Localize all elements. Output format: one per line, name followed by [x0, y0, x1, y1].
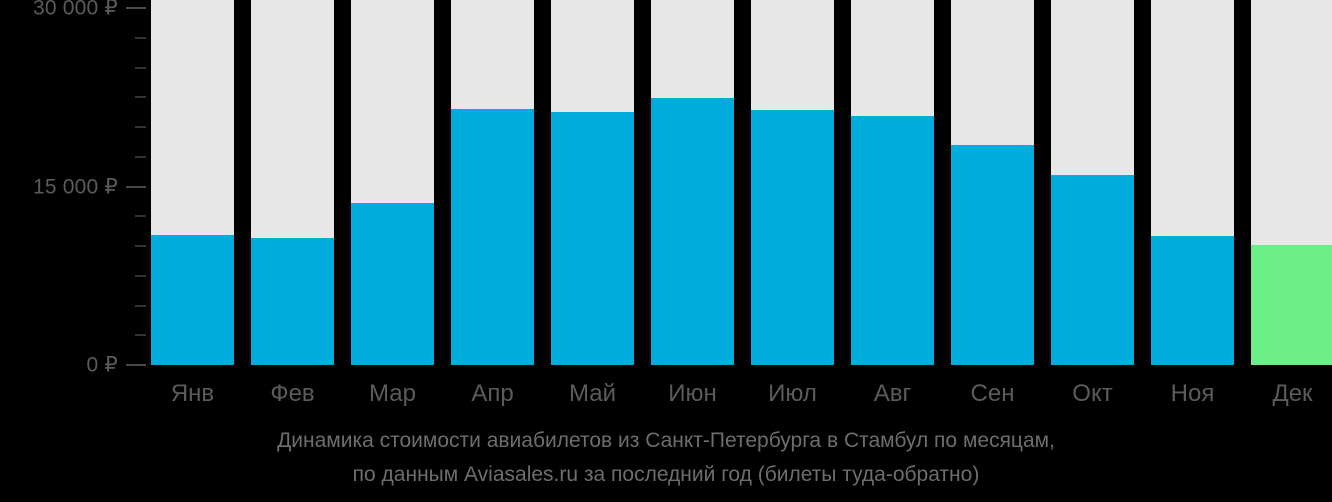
x-axis-label: Ноя [1170, 380, 1215, 407]
bar-value [251, 237, 334, 365]
bar-column[interactable] [951, 0, 1034, 365]
bar-value [851, 116, 934, 365]
caption-line-1: Динамика стоимости авиабилетов из Санкт-… [277, 429, 1055, 452]
bar-column[interactable] [251, 0, 334, 365]
x-axis-label: Мар [369, 380, 416, 407]
y-axis-label: 0 ₽ [86, 353, 118, 377]
x-axis-label: Дек [1272, 380, 1313, 407]
caption-line-2: по данным Aviasales.ru за последний год … [352, 463, 980, 486]
plot-area [150, 0, 1332, 366]
y-axis-major-tick [126, 7, 146, 9]
x-axis-label: Янв [170, 380, 215, 407]
x-axis-label: Июл [768, 380, 817, 407]
bar-column[interactable] [451, 0, 534, 365]
bar-value [1151, 236, 1234, 365]
y-axis-minor-tick [135, 155, 146, 158]
x-axis-label: Фев [270, 380, 315, 407]
y-axis-label: 15 000 ₽ [32, 175, 118, 198]
x-axis-label: Сен [970, 380, 1015, 407]
y-axis-major-tick [126, 185, 146, 188]
bar-value [1251, 244, 1332, 365]
bar-value [351, 203, 434, 365]
bar-column[interactable] [651, 0, 734, 365]
y-axis: 30 000 ₽ 15 000 ₽ 0 ₽ [0, 0, 150, 420]
bar-column[interactable] [851, 0, 934, 365]
bar-value [151, 235, 234, 365]
y-axis-minor-tick [135, 96, 146, 99]
x-axis-label: Апр [471, 380, 514, 407]
y-axis-minor-tick [135, 274, 146, 277]
bar-column[interactable] [551, 0, 634, 365]
x-axis-label: Июн [668, 380, 717, 407]
bar-value [551, 111, 634, 365]
bar-column[interactable] [1051, 0, 1134, 365]
bar-column[interactable] [1251, 0, 1332, 365]
bar-column[interactable] [151, 0, 234, 365]
x-axis: Янв Фев Мар Апр Май Июн Июл Авг Сен Окт Ноя Дек [150, 366, 1332, 422]
chart-caption: Динамика стоимости авиабилетов из Санкт-… [0, 424, 1332, 492]
bar-column[interactable] [351, 0, 434, 365]
bar-value [1051, 174, 1134, 365]
bar-column[interactable] [751, 0, 834, 365]
bar-value [751, 110, 834, 365]
bar-value [651, 98, 734, 365]
x-axis-label: Окт [1072, 380, 1113, 407]
y-axis-minor-tick [135, 36, 146, 39]
y-axis-minor-tick [135, 126, 146, 128]
bar-column[interactable] [1151, 0, 1234, 365]
bar-value [451, 109, 534, 365]
y-axis-minor-tick [135, 245, 146, 247]
y-axis-minor-tick [135, 215, 146, 218]
y-axis-major-tick [126, 364, 146, 366]
x-axis-label: Май [568, 380, 616, 407]
bar-value [951, 144, 1034, 365]
y-axis-label: 30 000 ₽ [32, 0, 118, 20]
y-axis-minor-tick [135, 304, 146, 307]
y-axis-minor-tick [135, 334, 146, 337]
x-axis-label: Авг [873, 380, 912, 407]
y-axis-minor-tick [135, 66, 146, 69]
